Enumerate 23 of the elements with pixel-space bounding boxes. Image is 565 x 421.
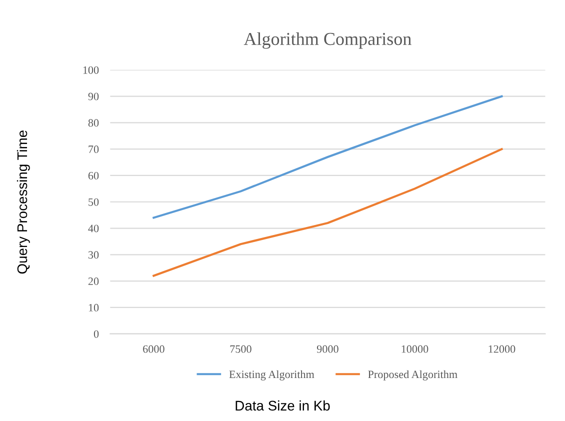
y-tick-label: 30 bbox=[88, 251, 99, 259]
line-series bbox=[152, 148, 503, 277]
x-axis-title: Data Size in Kb bbox=[236, 400, 330, 411]
y-tick-label: 50 bbox=[88, 198, 99, 206]
y-tick-label: 100 bbox=[83, 66, 99, 74]
y-tick-label: 10 bbox=[88, 304, 99, 312]
y-tick-label: 90 bbox=[88, 92, 99, 100]
y-tick-label: 0 bbox=[94, 330, 99, 338]
y-tick-label: 20 bbox=[88, 278, 99, 286]
y-tick-label: 70 bbox=[88, 146, 99, 154]
legend-label: Proposed Algorithm bbox=[368, 370, 458, 380]
x-tick-label: 7500 bbox=[230, 345, 252, 353]
line-series bbox=[152, 95, 503, 219]
x-tick-label: 6000 bbox=[143, 345, 164, 353]
x-tick-label: 10000 bbox=[402, 345, 428, 353]
y-tick-label: 60 bbox=[88, 172, 99, 180]
y-tick-label: 40 bbox=[88, 224, 99, 232]
legend-label: Existing Algorithm bbox=[229, 370, 314, 380]
x-tick-label: 12000 bbox=[488, 345, 516, 353]
x-tick-label: 9000 bbox=[316, 345, 338, 353]
chart-title: Algorithm Comparison bbox=[244, 32, 412, 49]
y-tick-label: 80 bbox=[88, 119, 99, 127]
y-axis-title: Query Processing Time bbox=[16, 130, 30, 274]
